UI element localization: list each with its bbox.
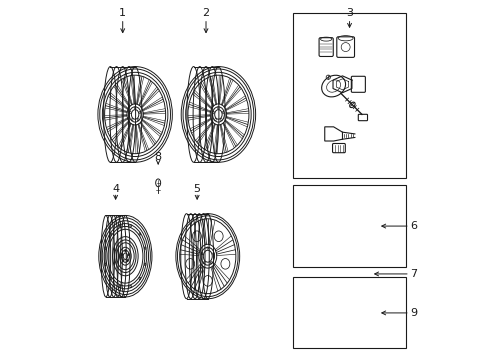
Bar: [293, 13, 406, 178]
Ellipse shape: [128, 253, 129, 256]
Text: 2: 2: [202, 8, 210, 18]
Ellipse shape: [125, 250, 126, 252]
Ellipse shape: [122, 260, 124, 262]
Bar: [293, 185, 406, 267]
Text: 5: 5: [194, 184, 200, 194]
Text: 8: 8: [155, 152, 162, 162]
Text: 9: 9: [410, 308, 417, 318]
Text: 7: 7: [410, 269, 417, 279]
Bar: [293, 278, 406, 348]
Ellipse shape: [127, 260, 128, 262]
Text: 6: 6: [410, 221, 417, 231]
Text: 1: 1: [119, 8, 126, 18]
Text: 3: 3: [346, 8, 353, 18]
Text: 4: 4: [112, 184, 119, 194]
